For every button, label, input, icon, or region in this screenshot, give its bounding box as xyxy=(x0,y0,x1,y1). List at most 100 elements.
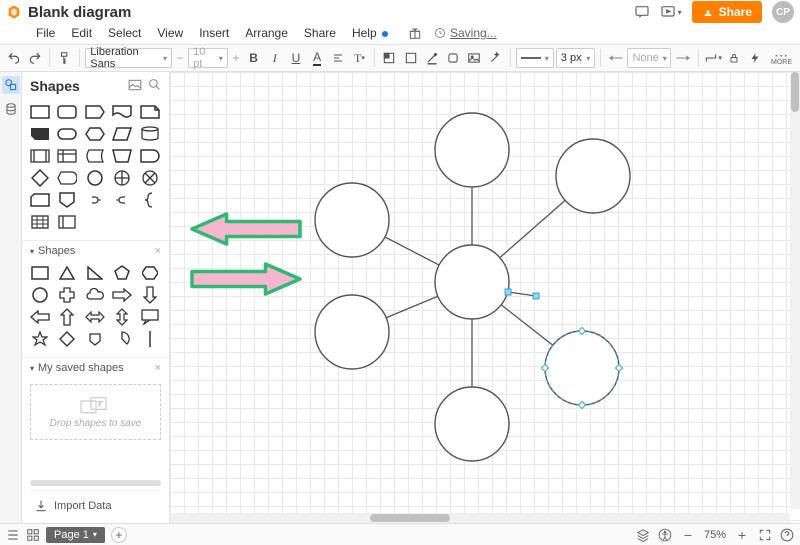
menu-view[interactable]: View xyxy=(149,24,191,42)
bs-line[interactable] xyxy=(138,329,162,349)
bs-callout[interactable] xyxy=(138,307,162,327)
bs-badge[interactable] xyxy=(83,329,107,349)
bs-arrow-ud[interactable] xyxy=(110,307,134,327)
shape-search-icon[interactable] xyxy=(148,78,161,94)
font-size-decrease[interactable]: − xyxy=(174,47,186,69)
menu-edit[interactable]: Edit xyxy=(63,24,100,42)
shape-brace[interactable] xyxy=(138,190,162,210)
shape-display[interactable] xyxy=(55,168,79,188)
add-page-button[interactable]: + xyxy=(111,527,127,543)
canvas-v-scroll[interactable] xyxy=(790,72,800,509)
accessibility-icon[interactable] xyxy=(658,528,672,542)
import-data-button[interactable]: Import Data xyxy=(30,490,161,517)
shape-rounded[interactable] xyxy=(55,102,79,122)
shape-internal[interactable] xyxy=(55,146,79,166)
present-icon[interactable]: ▾ xyxy=(660,4,682,20)
canvas-h-scroll[interactable] xyxy=(170,513,790,523)
font-size-increase[interactable]: + xyxy=(230,47,242,69)
shape-cylinder[interactable] xyxy=(138,124,162,144)
bs-hexagon[interactable] xyxy=(138,263,162,283)
line-color-button[interactable] xyxy=(422,47,441,69)
undo-button[interactable] xyxy=(4,47,23,69)
page-tab[interactable]: Page 1▾ xyxy=(46,527,105,543)
drop-zone[interactable]: T Drop shapes to save xyxy=(30,384,161,440)
comment-icon[interactable] xyxy=(634,4,650,20)
outline-icon[interactable] xyxy=(6,528,20,542)
shape-merge[interactable] xyxy=(83,190,107,210)
saved-scroll[interactable] xyxy=(30,480,161,486)
share-button[interactable]: Share xyxy=(692,1,762,23)
user-avatar[interactable]: CP xyxy=(772,1,794,23)
shape-rect[interactable] xyxy=(28,102,52,122)
help-icon[interactable] xyxy=(780,528,794,542)
bs-arrow-u[interactable] xyxy=(55,307,79,327)
menu-file[interactable]: File xyxy=(28,24,63,42)
shape-parallelogram[interactable] xyxy=(110,124,134,144)
bs-arrow-l[interactable] xyxy=(28,307,52,327)
line-width-select[interactable]: 3 px▾ xyxy=(556,48,596,68)
italic-button[interactable]: I xyxy=(265,47,284,69)
document-title[interactable]: Blank diagram xyxy=(28,4,131,21)
fill-button[interactable] xyxy=(380,47,399,69)
shape-style-button[interactable] xyxy=(443,47,462,69)
more-button[interactable]: ⋯MORE xyxy=(767,51,796,66)
bold-button[interactable]: B xyxy=(244,47,263,69)
bs-cross[interactable] xyxy=(55,285,79,305)
menu-help[interactable]: Help xyxy=(344,24,396,42)
zoom-level[interactable]: 75% xyxy=(704,529,726,541)
bs-circle[interactable] xyxy=(28,285,52,305)
bs-pie[interactable] xyxy=(110,329,134,349)
shape-note[interactable] xyxy=(138,102,162,122)
shape-table[interactable] xyxy=(28,212,52,232)
lock-button[interactable] xyxy=(725,47,744,69)
menu-share[interactable]: Share xyxy=(296,24,344,42)
connector-style-button[interactable]: ▾ xyxy=(704,47,723,69)
line-start-button[interactable] xyxy=(606,47,625,69)
shape-delay[interactable] xyxy=(138,146,162,166)
shape-pill[interactable] xyxy=(55,124,79,144)
bs-arrow-d[interactable] xyxy=(138,285,162,305)
shape-hex[interactable] xyxy=(83,124,107,144)
format-painter-button[interactable] xyxy=(55,47,74,69)
image-button[interactable] xyxy=(465,47,484,69)
redo-button[interactable] xyxy=(25,47,44,69)
shape-swim[interactable] xyxy=(55,212,79,232)
shape-collate[interactable] xyxy=(110,190,134,210)
layers-icon[interactable] xyxy=(636,528,650,542)
align-button[interactable] xyxy=(329,47,348,69)
font-family-select[interactable]: Liberation Sans▾ xyxy=(85,48,172,68)
bs-cloud[interactable] xyxy=(83,285,107,305)
shape-terminator[interactable] xyxy=(28,124,52,144)
gift-icon[interactable] xyxy=(408,26,422,40)
bs-arrow-r[interactable] xyxy=(110,285,134,305)
close-section-icon[interactable]: × xyxy=(155,245,161,257)
shape-circle[interactable] xyxy=(83,168,107,188)
underline-button[interactable]: U xyxy=(286,47,305,69)
section-saved[interactable]: ▾My saved shapes× xyxy=(22,357,169,378)
magic-button[interactable] xyxy=(486,47,505,69)
font-size-select[interactable]: 10 pt▾ xyxy=(188,48,228,68)
menu-arrange[interactable]: Arrange xyxy=(237,24,296,42)
shape-manual[interactable] xyxy=(110,146,134,166)
bs-star[interactable] xyxy=(28,329,52,349)
bs-pentagon[interactable] xyxy=(110,263,134,283)
text-color-button[interactable]: A xyxy=(308,47,327,69)
data-panel-button[interactable] xyxy=(2,100,20,118)
bs-diamond[interactable] xyxy=(55,329,79,349)
shape-predefined[interactable] xyxy=(28,146,52,166)
bs-rtri[interactable] xyxy=(83,263,107,283)
zoom-out-button[interactable]: − xyxy=(680,527,696,543)
line-end-select[interactable]: None▾ xyxy=(627,48,671,68)
bs-triangle[interactable] xyxy=(55,263,79,283)
menu-insert[interactable]: Insert xyxy=(191,24,237,42)
shape-sum[interactable] xyxy=(138,168,162,188)
grid-icon[interactable] xyxy=(26,528,40,542)
zoom-in-button[interactable]: + xyxy=(734,527,750,543)
section-shapes[interactable]: ▾Shapes× xyxy=(22,240,169,261)
shape-image-icon[interactable] xyxy=(128,78,142,94)
shape-document[interactable] xyxy=(110,102,134,122)
bs-rect[interactable] xyxy=(28,263,52,283)
shape-card[interactable] xyxy=(28,190,52,210)
text-tool-button[interactable]: T▾ xyxy=(350,47,369,69)
shape-offpage[interactable] xyxy=(55,190,79,210)
